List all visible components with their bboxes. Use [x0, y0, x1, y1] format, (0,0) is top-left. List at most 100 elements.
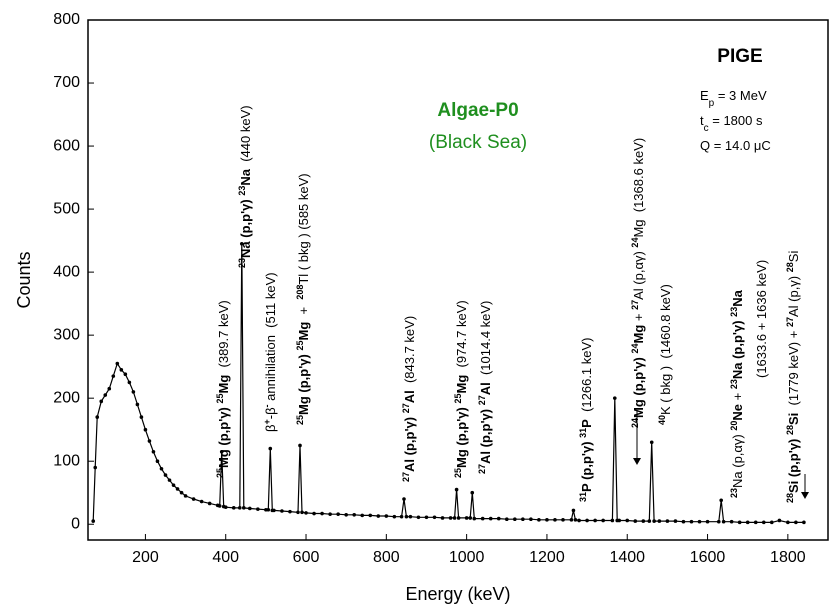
- text-segment: (389.7 keV): [216, 300, 231, 374]
- data-point: [223, 505, 228, 510]
- text-segment: Al (p,αγ): [631, 248, 646, 300]
- data-point: [681, 519, 686, 524]
- data-point: [171, 483, 176, 487]
- text-segment: 24: [630, 344, 640, 354]
- text-segment: P: [579, 419, 594, 428]
- data-point: [268, 446, 273, 451]
- data-point: [219, 449, 224, 454]
- text-segment: 28: [785, 425, 795, 435]
- text-segment: c: [704, 123, 709, 134]
- data-point: [131, 390, 136, 394]
- data-point: [207, 501, 212, 506]
- text-segment: 23: [237, 258, 247, 268]
- x-tick-label: 1400: [609, 549, 645, 566]
- x-tick-label: 1600: [690, 549, 726, 566]
- text-segment: Na: [730, 289, 745, 306]
- info-title: PIGE: [717, 46, 762, 67]
- data-point: [107, 386, 112, 391]
- peak-annotation: (1633.6 + 1636 keV): [754, 260, 769, 378]
- text-segment: Na (p,p'γ): [238, 196, 253, 258]
- text-segment: E: [700, 88, 709, 103]
- text-segment: t: [700, 113, 704, 128]
- data-point: [217, 504, 222, 508]
- data-point: [432, 515, 437, 520]
- data-point: [448, 516, 453, 520]
- data-point: [537, 518, 541, 522]
- data-point: [480, 516, 485, 521]
- data-point: [424, 515, 429, 520]
- text-segment: p: [709, 98, 715, 109]
- data-point: [488, 516, 493, 521]
- data-point: [612, 396, 617, 400]
- text-segment: 24: [630, 238, 640, 248]
- text-segment: Si: [786, 413, 801, 425]
- data-point: [163, 473, 168, 477]
- text-segment: 20: [729, 421, 739, 431]
- data-point: [272, 508, 276, 513]
- y-tick-label: 0: [71, 515, 80, 532]
- x-tick-label: 1200: [529, 549, 565, 566]
- data-point: [147, 439, 152, 443]
- text-segment: Mg (p,p'γ): [296, 351, 311, 415]
- text-segment: Na: [238, 168, 253, 185]
- data-point: [91, 519, 96, 523]
- peak-annotation: 24Mg (p,p'γ) 24Mg + 27Al (p,αγ) 24Mg (13…: [630, 138, 646, 428]
- text-segment: P (p,p'γ): [579, 438, 594, 492]
- data-point: [111, 374, 116, 378]
- text-segment: Mg: [216, 375, 231, 394]
- data-point: [673, 519, 678, 523]
- text-segment: 25: [453, 394, 463, 404]
- data-point: [352, 512, 357, 517]
- data-point: [786, 520, 790, 525]
- y-tick-label: 500: [53, 200, 80, 217]
- text-segment: 27: [401, 403, 411, 413]
- data-point: [191, 497, 196, 501]
- text-segment: Tl ( bkg ) (585 keV): [296, 173, 311, 284]
- text-segment: Na (p,p'γ): [730, 317, 745, 379]
- x-tick-label: 600: [293, 549, 320, 566]
- data-point: [761, 520, 766, 525]
- data-point: [266, 507, 271, 512]
- x-tick-label: 1800: [770, 549, 806, 566]
- data-point: [721, 519, 726, 524]
- y-tick-label: 700: [53, 74, 80, 91]
- data-point: [585, 518, 589, 523]
- text-segment: Al (p,γ): [786, 272, 801, 317]
- text-segment: -β: [263, 407, 278, 419]
- text-segment: 23: [729, 307, 739, 317]
- text-segment: 23: [237, 186, 247, 196]
- y-tick-label: 600: [53, 137, 80, 154]
- text-segment: 27: [785, 317, 795, 327]
- data-point: [553, 518, 557, 522]
- peak-annotation: 40K ( bkg ) (1460.8 keV): [657, 284, 673, 425]
- text-segment: 25: [295, 341, 305, 351]
- data-point: [769, 520, 774, 525]
- data-point: [802, 520, 806, 525]
- text-segment: (1014.4 keV): [478, 301, 493, 383]
- data-point: [99, 399, 104, 404]
- peak-annotation: 25Mg (p,p'γ) 25Mg (389.7 keV): [215, 300, 231, 478]
- text-segment: 25: [453, 468, 463, 478]
- text-segment: Na (p,αγ): [730, 431, 745, 488]
- x-tick-label: 800: [373, 549, 400, 566]
- data-point: [649, 440, 654, 445]
- text-segment: 27: [401, 472, 411, 482]
- chart-title: Algae-P0: [437, 100, 518, 121]
- data-point: [472, 516, 477, 521]
- data-point: [716, 519, 721, 524]
- data-point: [470, 490, 475, 495]
- data-point: [513, 517, 517, 521]
- text-segment: Mg: [454, 375, 469, 394]
- data-point: [593, 518, 597, 523]
- data-point: [601, 518, 605, 523]
- y-tick-label: 800: [53, 11, 80, 28]
- data-point: [135, 402, 140, 407]
- y-axis-label: Counts: [14, 251, 34, 308]
- text-segment: +: [631, 310, 646, 325]
- data-point: [705, 519, 710, 524]
- text-segment: Q = 14.0 μC: [700, 138, 771, 153]
- text-segment: 27: [477, 395, 487, 405]
- text-segment: 24: [630, 418, 640, 428]
- text-segment: Si: [786, 251, 801, 263]
